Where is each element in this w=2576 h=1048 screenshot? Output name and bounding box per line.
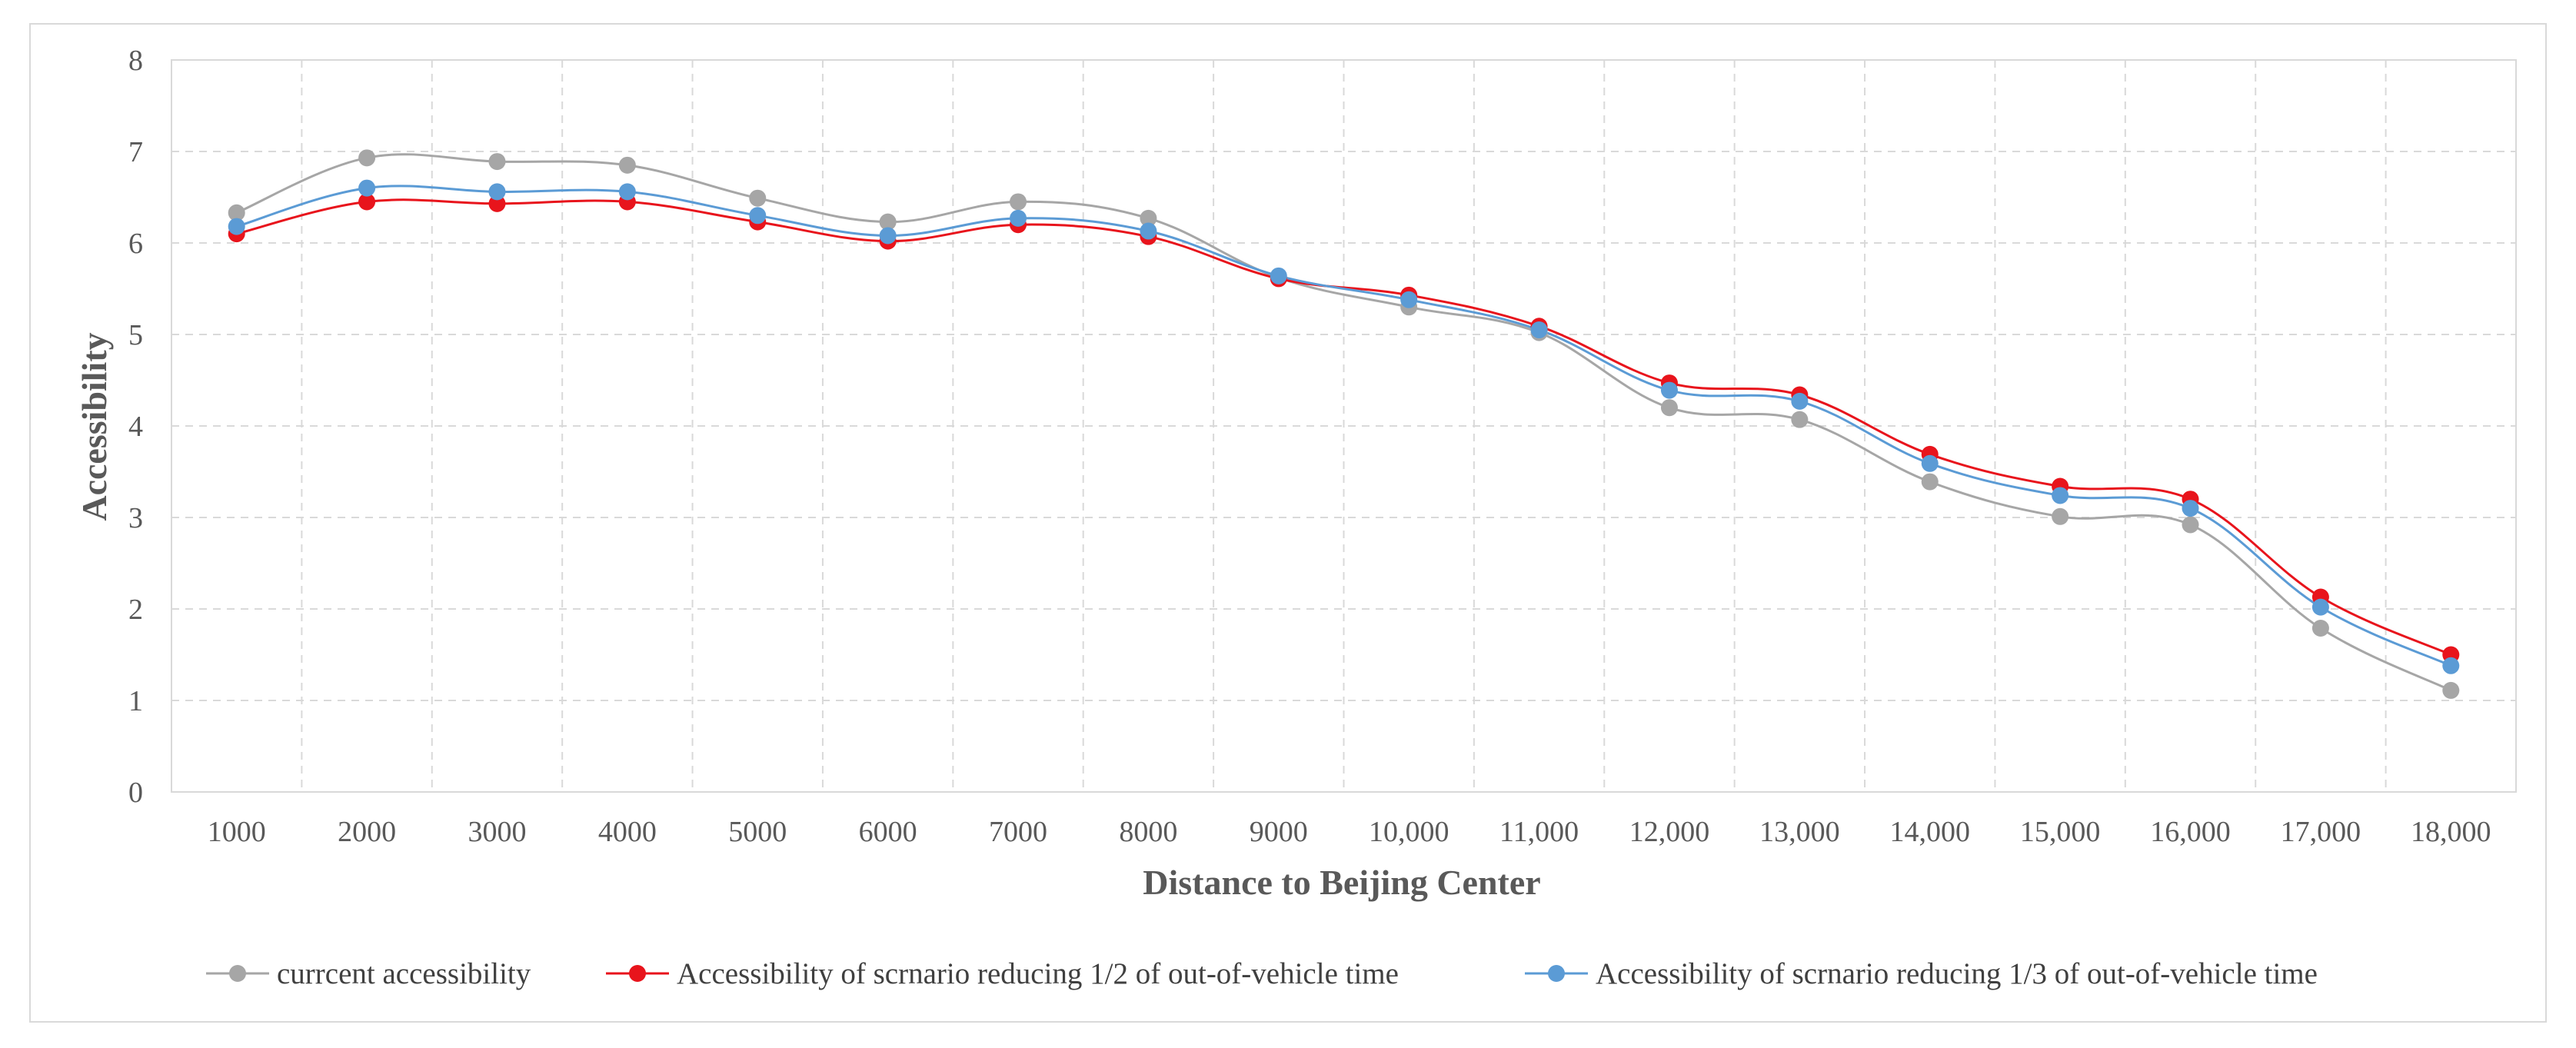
y-tick-label: 4 [128,411,143,443]
series-1-point [749,189,767,207]
series-3-point [1400,291,1418,308]
series-1-point [488,153,506,171]
y-tick-label: 6 [128,228,143,260]
x-tick-label: 13,000 [1759,816,1840,848]
series-3-point [749,207,767,225]
x-tick-label: 16,000 [2150,816,2231,848]
series-2-point [358,193,376,211]
series-3-point [488,183,506,201]
x-tick-label: 17,000 [2281,816,2361,848]
series-3-point [879,227,897,245]
series-1-point [1921,473,1939,491]
series-1-point [2442,681,2460,699]
y-tick-label: 8 [128,45,143,77]
series-3-point [2052,487,2069,504]
series-1-point [618,156,636,174]
series-3-point [2182,500,2199,517]
series-1-point [358,149,376,167]
x-axis-title: Distance to Beijing Center [1143,863,1540,902]
x-tick-label: 14,000 [1890,816,1971,848]
y-tick-label: 7 [128,136,143,168]
x-tick-label: 5000 [728,816,787,848]
series-1-point [228,204,245,221]
series-1-point [1140,209,1157,227]
legend: currcent accessibility Accessibility of s… [206,957,2318,990]
series-3-point [1921,454,1939,472]
x-tick-label: 8000 [1119,816,1177,848]
series-1-point [2311,619,2329,637]
x-tick-label: 7000 [989,816,1047,848]
y-axis-title: Accessibility [75,332,114,521]
x-tick-label: 1000 [208,816,266,848]
legend-label-2: Accessibility of scrnario reducing 1/2 o… [677,957,1399,990]
y-tick-label: 1 [128,685,143,717]
y-tick-label: 5 [128,319,143,351]
series-1-point [879,213,897,231]
x-tick-label: 6000 [859,816,917,848]
legend-marker-3 [1548,965,1565,982]
series-line-1 [236,153,2451,692]
x-tick-label: 3000 [468,816,526,848]
series-3-point [1660,381,1678,399]
series-1-point [1791,411,1809,428]
x-tick-label: 15,000 [2020,816,2101,848]
series-line-3 [236,185,2451,667]
series-3-point [1010,209,1027,227]
series-3-point [1140,222,1157,240]
series-1-point [1660,399,1678,417]
series-3-point [2442,657,2460,674]
series-2-point [488,195,506,212]
x-tick-label: 4000 [598,816,657,848]
series-3-point [228,218,245,235]
legend-label-3: Accessibility of scrnario reducing 1/3 o… [1596,957,2318,990]
x-tick-label: 11,000 [1499,816,1579,848]
x-tick-label: 18,000 [2411,816,2491,848]
series-1-point [1010,193,1027,211]
series-3-point [1791,392,1809,410]
series-line-2 [236,198,2451,656]
legend-marker-2 [629,965,646,982]
x-tick-label: 9000 [1250,816,1308,848]
series-3-point [358,179,376,197]
series-3-point [618,183,636,201]
legend-label-1: currcent accessibility [277,957,531,990]
series-3-point [1530,321,1548,339]
series-1-point [2182,516,2199,534]
series-3-point [2311,598,2329,616]
legend-marker-1 [229,965,246,982]
series-3-point [1270,267,1287,284]
x-tick-label: 12,000 [1629,816,1710,848]
y-tick-label: 2 [128,594,143,626]
series-1-point [2052,507,2069,525]
y-tick-label: 3 [128,502,143,534]
x-tick-label: 2000 [338,816,396,848]
y-tick-label: 0 [128,777,143,809]
x-tick-label: 10,000 [1369,816,1449,848]
